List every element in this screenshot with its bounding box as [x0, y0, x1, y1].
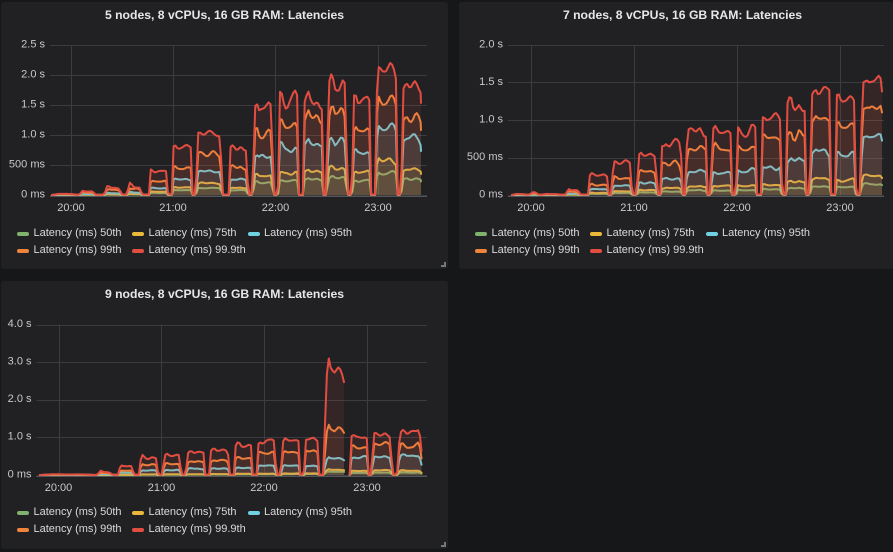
svg-text:1.5 s: 1.5 s [479, 76, 503, 88]
svg-text:23:00: 23:00 [364, 202, 392, 214]
svg-text:1.5 s: 1.5 s [21, 98, 45, 110]
svg-text:0 ms: 0 ms [479, 188, 503, 200]
svg-text:20:00: 20:00 [517, 202, 545, 214]
svg-text:22:00: 22:00 [723, 202, 751, 214]
svg-text:2.0 s: 2.0 s [8, 393, 32, 405]
svg-text:22:00: 22:00 [250, 482, 278, 494]
svg-text:2.0 s: 2.0 s [479, 38, 503, 50]
svg-text:23:00: 23:00 [353, 482, 381, 494]
svg-text:0 ms: 0 ms [8, 468, 32, 480]
svg-text:20:00: 20:00 [45, 482, 73, 494]
svg-text:0 ms: 0 ms [21, 188, 45, 200]
svg-text:2.5 s: 2.5 s [21, 38, 45, 50]
svg-text:2.0 s: 2.0 s [21, 68, 45, 80]
svg-text:1.0 s: 1.0 s [8, 431, 32, 443]
svg-text:20:00: 20:00 [57, 202, 85, 214]
svg-text:22:00: 22:00 [262, 202, 290, 214]
svg-text:500 ms: 500 ms [9, 158, 46, 170]
svg-text:1.0 s: 1.0 s [21, 128, 45, 140]
svg-text:21:00: 21:00 [620, 202, 648, 214]
svg-text:1.0 s: 1.0 s [479, 113, 503, 125]
svg-text:4.0 s: 4.0 s [8, 318, 32, 330]
svg-text:3.0 s: 3.0 s [8, 356, 32, 368]
svg-text:23:00: 23:00 [826, 202, 854, 214]
svg-text:21:00: 21:00 [159, 202, 187, 214]
svg-text:500 ms: 500 ms [467, 151, 504, 163]
svg-text:21:00: 21:00 [148, 482, 176, 494]
